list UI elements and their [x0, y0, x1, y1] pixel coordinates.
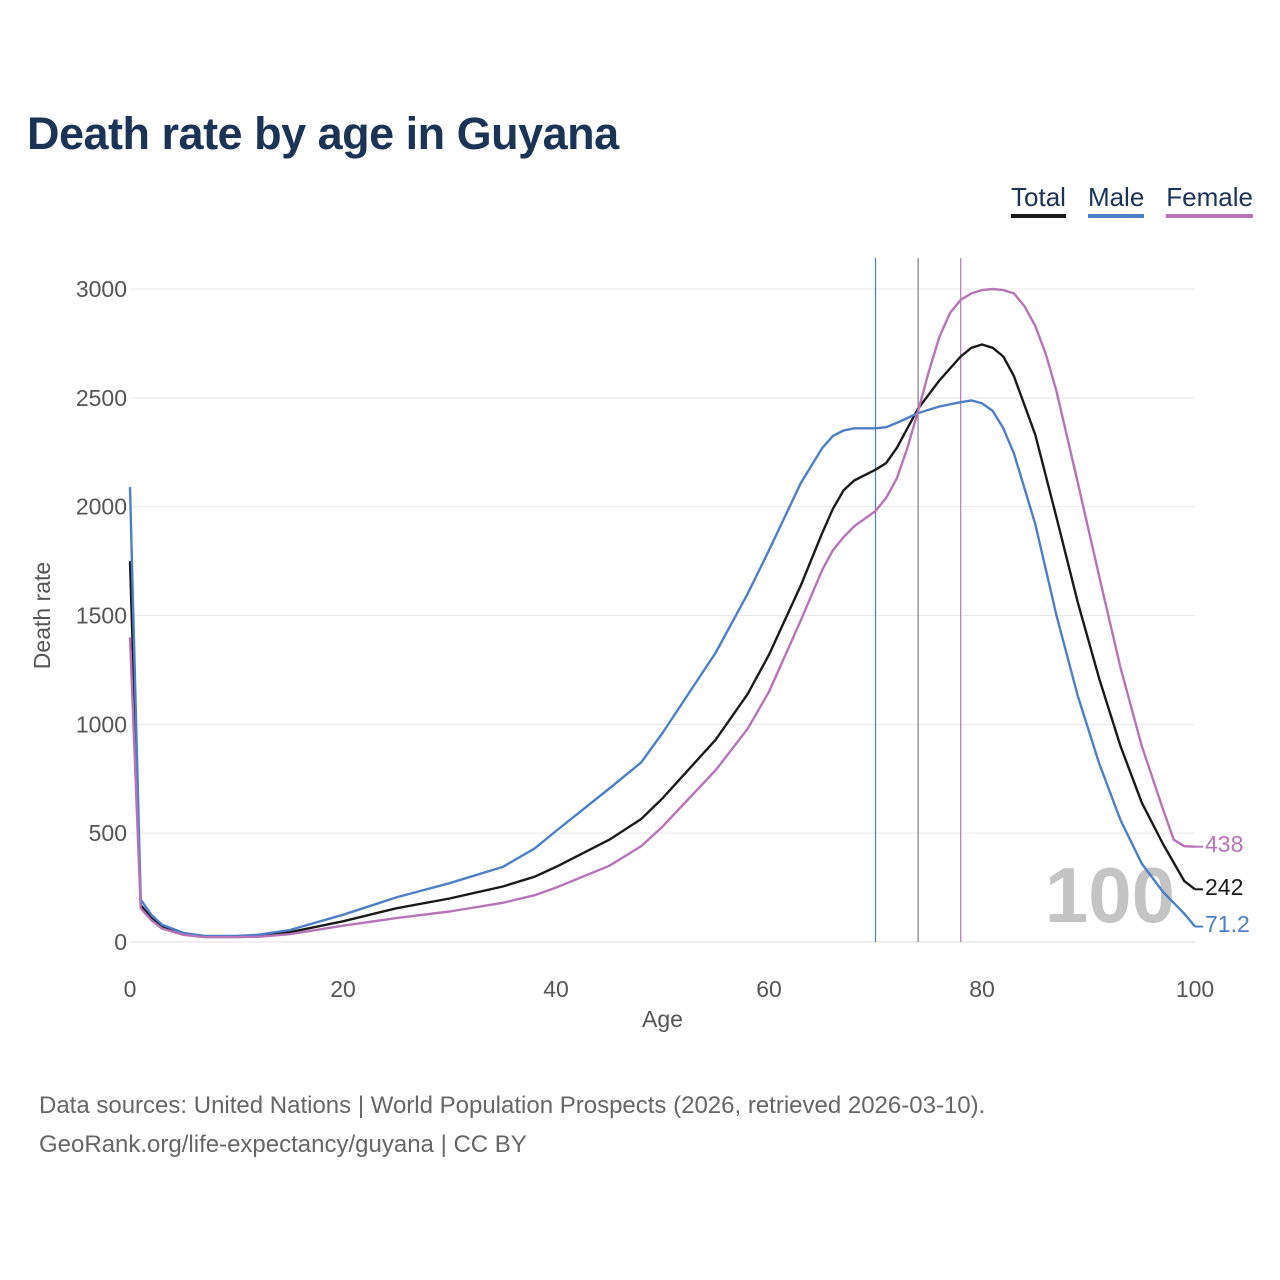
x-tick-label-0: 0	[124, 976, 137, 1002]
y-tick-label-1500: 1500	[76, 603, 127, 629]
x-tick-label-40: 40	[543, 976, 569, 1002]
legend: Total Male Female	[1011, 182, 1253, 218]
legend-label-male: Male	[1087, 182, 1145, 212]
series-layer: 242 71.2 438	[128, 287, 1250, 939]
legend-label-female: Female	[1166, 182, 1253, 212]
y-tick-label-500: 500	[89, 820, 127, 846]
data-sources: Data sources: United Nations | World Pop…	[39, 1092, 986, 1119]
y-tick-label-3000: 3000	[76, 276, 127, 302]
y-axis-title: Death rate	[29, 562, 55, 669]
tick-labels: 0 500 1000 1500 2000 2500 3000 0 20 40 60 80 100	[76, 276, 1214, 1002]
series-line-male	[128, 399, 1196, 938]
end-label-female: 438	[1205, 831, 1243, 857]
source-link[interactable]: GeoRank.org/life-expectancy/guyana | CC …	[39, 1131, 527, 1158]
legend-item-male[interactable]: Male	[1087, 182, 1145, 218]
series-line-female	[128, 287, 1196, 939]
legend-label-total: Total	[1011, 182, 1066, 212]
legend-item-total[interactable]: Total	[1011, 182, 1066, 218]
chart-title: Death rate by age in Guyana	[27, 108, 619, 159]
legend-item-female[interactable]: Female	[1166, 182, 1253, 218]
reference-lines	[874, 258, 962, 942]
y-tick-label-2000: 2000	[76, 494, 127, 520]
x-axis-title: Age	[642, 1006, 683, 1032]
end-label-male: 71.2	[1205, 911, 1250, 937]
x-tick-label-80: 80	[969, 976, 995, 1002]
series-line-total	[128, 343, 1196, 938]
footer: Data sources: United Nations | World Pop…	[39, 1086, 985, 1164]
x-tick-label-100: 100	[1176, 976, 1214, 1002]
end-label-total: 242	[1205, 874, 1243, 900]
y-tick-label-2500: 2500	[76, 385, 127, 411]
x-tick-label-60: 60	[756, 976, 782, 1002]
y-tick-label-1000: 1000	[76, 711, 127, 737]
year-watermark: 100	[1045, 851, 1175, 939]
y-tick-label-0: 0	[114, 929, 127, 955]
x-tick-label-20: 20	[330, 976, 356, 1002]
grid-layer	[130, 288, 1195, 943]
